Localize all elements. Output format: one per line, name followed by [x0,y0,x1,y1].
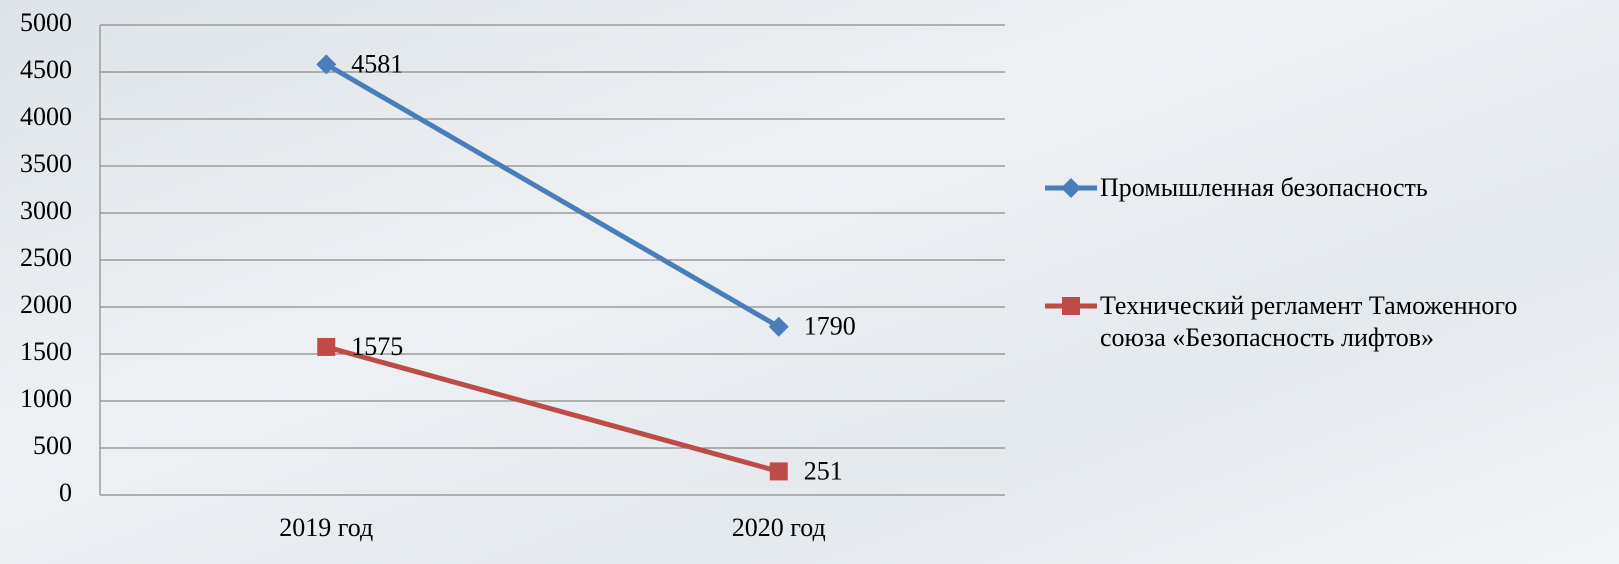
y-tick-label: 1500 [20,337,72,366]
legend-marker [1062,297,1080,315]
legend-label: Технический регламент Таможенного союза … [1100,290,1580,354]
chart-page: 0 500 1000 1500 2000 2500 3000 3500 4000 4500 5000… [0,0,1619,564]
y-tick-label: 1000 [20,384,72,413]
x-tick-label: 2019 год [279,513,373,542]
point [316,54,336,74]
point [770,462,788,480]
y-tick-label: 3500 [20,149,72,178]
y-tick-label: 3000 [20,196,72,225]
data-label: 4581 [351,49,403,78]
point [769,317,789,337]
y-tick-label: 2000 [20,290,72,319]
chart: 0 500 1000 1500 2000 2500 3000 3500 4000 4500 5000… [0,0,1619,564]
data-label: 1790 [804,312,856,341]
x-tick-label: 2020 год [732,513,826,542]
y-tick-label: 5000 [20,8,72,37]
series-line [326,347,779,471]
data-label: 1575 [351,332,403,361]
series-line [326,64,779,326]
legend-marker [1061,178,1081,198]
legend-label: Промышленная безопасность [1100,172,1580,204]
y-tick-label: 4500 [20,55,72,84]
y-tick-label: 2500 [20,243,72,272]
y-tick-label: 0 [59,478,72,507]
point [317,338,335,356]
data-label: 251 [804,456,843,485]
y-tick-label: 4000 [20,102,72,131]
y-tick-label: 500 [33,431,72,460]
